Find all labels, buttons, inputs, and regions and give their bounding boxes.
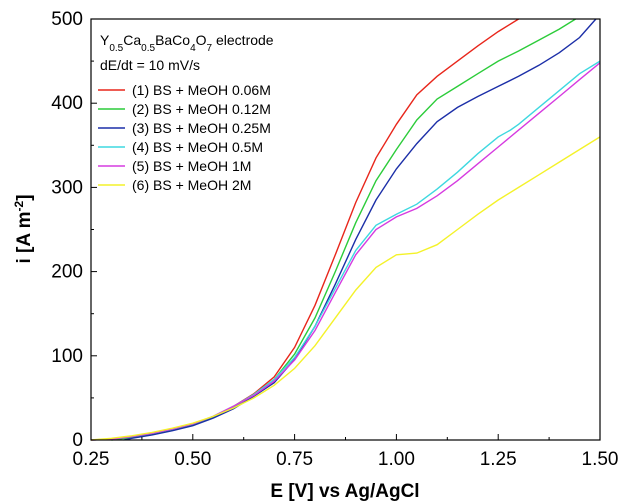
- y-tick-label: 400: [51, 93, 83, 114]
- legend-label-4: (4) BS + MeOH 0.5M: [132, 139, 263, 155]
- legend-label-1: (1) BS + MeOH 0.06M: [132, 82, 271, 98]
- series-line-4: [90, 60, 601, 441]
- y-tick-label: 200: [51, 262, 83, 283]
- series-layer: [90, 18, 601, 441]
- annotation-electrode: Y0.5Ca0.5BaCo4O7 electrode: [100, 32, 274, 54]
- y-axis-title: i [A m-2]: [12, 194, 35, 263]
- x-tick-label: 1.00: [378, 449, 415, 470]
- series-line-3: [123, 18, 597, 441]
- annotation-rate: dE/dt = 10 mV/s: [100, 57, 200, 73]
- series-line-6: [90, 136, 601, 441]
- y-tick-label: 100: [51, 346, 83, 367]
- series-line-5: [90, 62, 601, 441]
- y-tick-label: 0: [72, 430, 83, 451]
- legend-label-6: (6) BS + MeOH 2M: [132, 177, 251, 193]
- x-tick-label: 0.50: [174, 449, 211, 470]
- y-tick-label: 500: [51, 9, 83, 30]
- tick-layer: 0.25 0.50 0.75 1.00 1.25 1.50 0 100 200 300 400 500: [51, 9, 618, 470]
- y-tick-label: 300: [51, 177, 83, 198]
- x-tick-label: 0.25: [73, 449, 110, 470]
- x-tick-label: 1.25: [480, 449, 517, 470]
- x-tick-label: 1.50: [582, 449, 619, 470]
- legend-label-2: (2) BS + MeOH 0.12M: [132, 101, 271, 117]
- x-tick-label: 0.75: [276, 449, 313, 470]
- legend-label-3: (3) BS + MeOH 0.25M: [132, 120, 271, 136]
- series-line-2: [111, 18, 576, 441]
- x-axis-title: E [V] vs Ag/AgCl: [270, 481, 419, 502]
- legend: (1) BS + MeOH 0.06M (2) BS + MeOH 0.12M (3…: [98, 82, 271, 193]
- legend-label-5: (5) BS + MeOH 1M: [132, 158, 251, 174]
